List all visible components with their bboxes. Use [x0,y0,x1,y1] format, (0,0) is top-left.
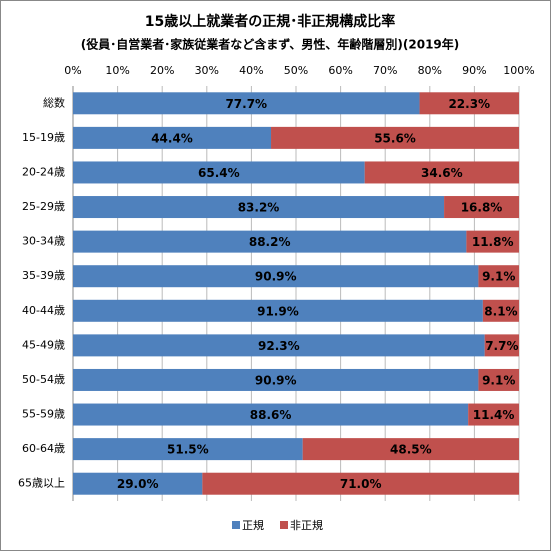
y-tick-label: 55-59歳 [22,408,65,421]
bar-segment [466,230,519,253]
value-label: 29.0% [117,477,159,491]
bar-segment [73,92,420,115]
bar-segment [73,230,467,253]
value-label: 88.2% [249,235,291,249]
bar-segment [478,265,519,288]
value-label: 65.4% [198,166,240,180]
value-label: 55.6% [374,131,416,145]
x-tick-label: 100% [503,64,534,77]
x-tick-label: 60% [328,64,352,77]
x-tick-label: 10% [105,64,129,77]
value-label: 7.7% [485,339,518,353]
y-tick-label: 65歳以上 [18,477,65,490]
bar-segment [73,438,303,461]
legend-swatch [232,521,240,529]
value-label: 16.8% [461,201,503,215]
value-label: 83.2% [238,201,280,215]
value-label: 71.0% [340,477,382,491]
legend-label: 正規 [242,518,264,532]
value-label: 92.3% [258,339,300,353]
value-label: 90.9% [255,373,297,387]
y-tick-label: 50-54歳 [22,373,65,386]
bar-segment [73,403,469,426]
x-tick-label: 90% [462,64,486,77]
value-label: 88.6% [250,408,292,422]
chart-subtitle: (役員･自営業者･家族従業者など含まず、男性、年齢階層別)(2019年) [81,37,460,52]
bar-segment [202,472,519,495]
y-tick-label: 15-19歳 [22,131,65,144]
bar-segment [73,265,479,288]
value-label: 51.5% [167,443,209,457]
y-tick-label: 60-64歳 [22,442,65,455]
bar-segment [302,438,519,461]
chart-title: 15歳以上就業者の正規･非正規構成比率 [145,13,395,30]
bar-segment [484,334,519,357]
legend-swatch [280,521,288,529]
legend-label: 非正規 [290,518,323,532]
value-label: 8.1% [484,304,517,318]
x-tick-label: 30% [195,64,219,77]
value-label: 44.4% [151,131,193,145]
x-tick-label: 50% [284,64,308,77]
x-tick-label: 0% [64,64,81,77]
bar-segment [444,196,519,219]
x-tick-label: 20% [150,64,174,77]
y-tick-label: 45-49歳 [22,338,65,351]
bar-segment [73,196,445,219]
bar-segment [419,92,519,115]
bar-segment [73,299,483,322]
value-label: 22.3% [448,97,490,111]
bar-segment [73,126,272,149]
bar-segment [73,334,485,357]
x-tick-label: 80% [418,64,442,77]
y-tick-label: 総数 [43,95,65,109]
y-tick-label: 20-24歳 [22,165,65,178]
value-label: 11.4% [473,408,515,422]
y-tick-label: 35-39歳 [22,269,65,282]
value-label: 90.9% [255,270,297,284]
value-label: 91.9% [257,304,299,318]
bar-segment [73,472,203,495]
y-tick-label: 40-44歳 [22,304,65,317]
y-tick-label: 25-29歳 [22,200,65,213]
bar-segment [73,161,365,184]
value-label: 48.5% [390,443,432,457]
x-tick-label: 40% [239,64,263,77]
bar-segment [478,368,519,391]
bar-segment [271,126,519,149]
value-label: 9.1% [482,270,515,284]
bar-segment [73,368,479,391]
bar-segment [482,299,519,322]
value-label: 11.8% [472,235,514,249]
value-label: 34.6% [421,166,463,180]
value-label: 9.1% [482,373,515,387]
y-tick-label: 30-34歳 [22,235,65,248]
bar-segment [364,161,519,184]
x-tick-label: 70% [373,64,397,77]
bar-segment [468,403,519,426]
value-label: 77.7% [225,97,267,111]
